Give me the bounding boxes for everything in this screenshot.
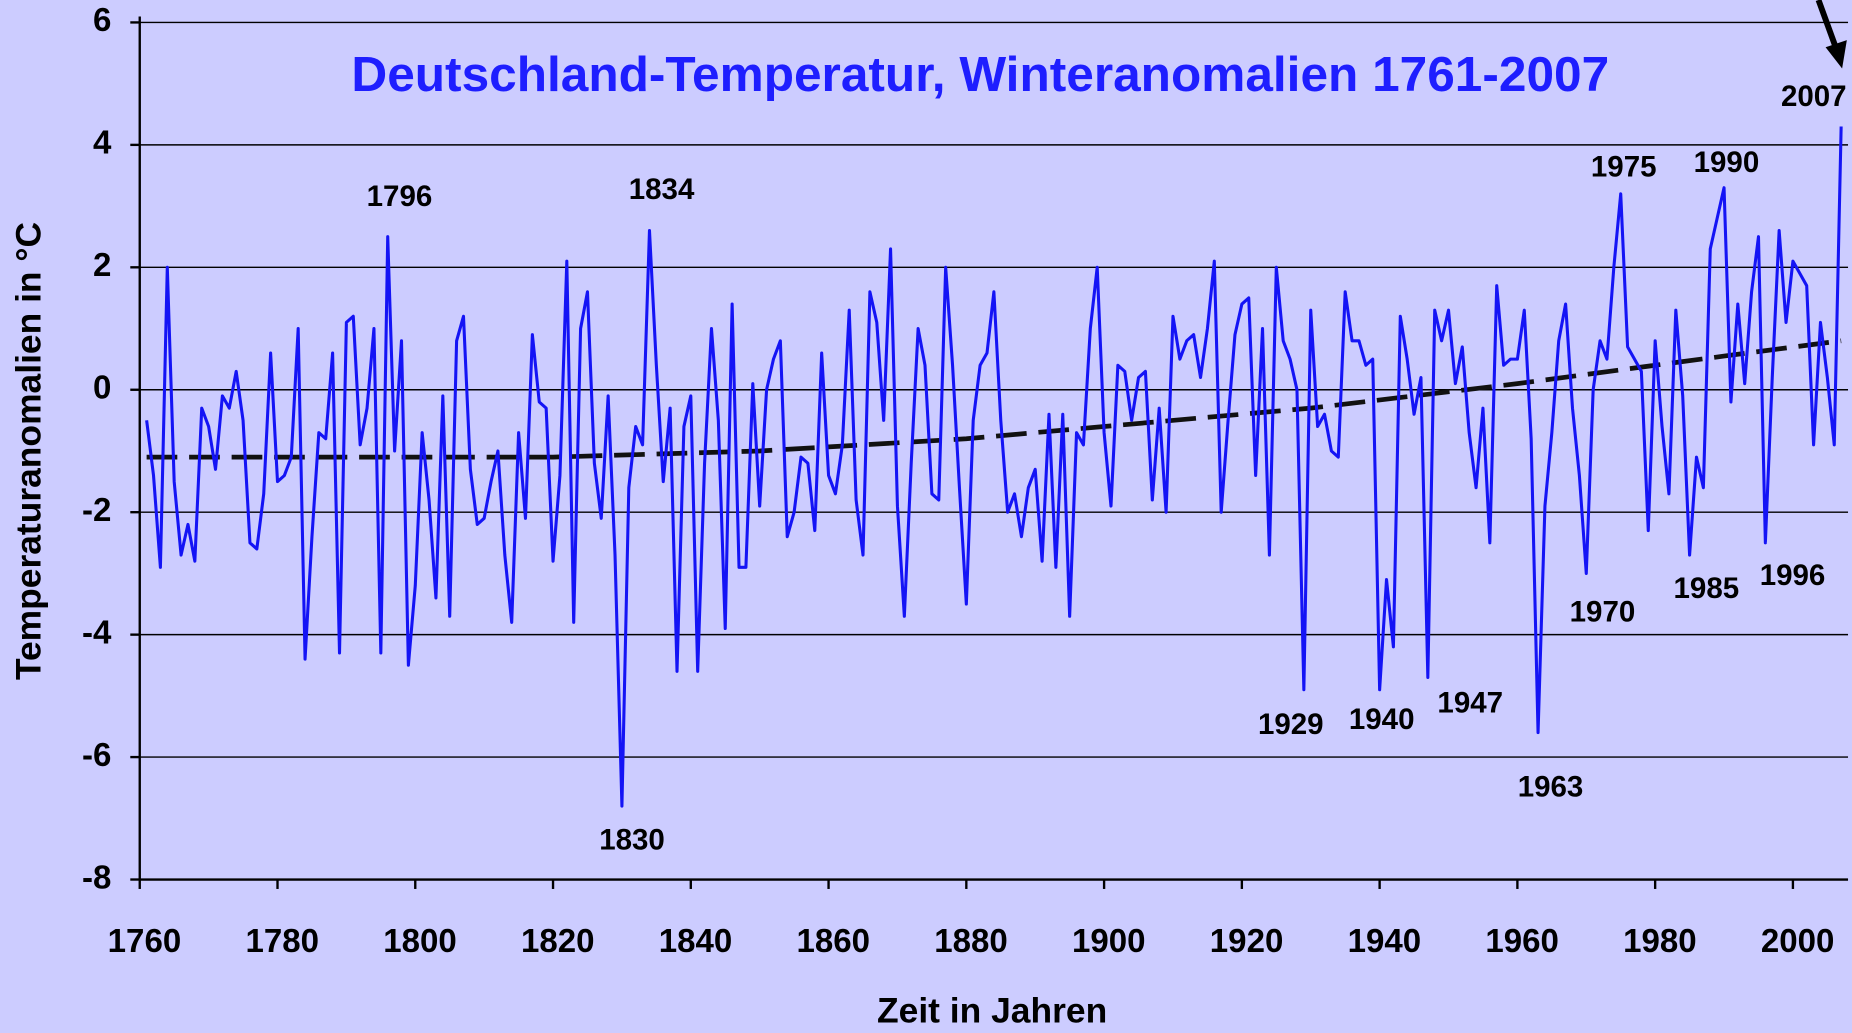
y-tick-label: -8 (82, 859, 111, 896)
x-tick-label: 2000 (1761, 923, 1835, 960)
annotation: 1963 (1518, 770, 1584, 803)
x-tick-label: 1920 (1210, 923, 1284, 960)
annotation: 1834 (629, 173, 695, 206)
y-tick-label: -2 (82, 492, 111, 529)
annotation: 1947 (1437, 687, 1503, 720)
chart-title: Deutschland-Temperatur, Winteranomalien … (351, 46, 1609, 102)
arrow (1815, 0, 1847, 69)
annotation: 1975 (1591, 151, 1657, 184)
y-tick-label: 0 (93, 369, 111, 406)
x-tick-label: 1860 (797, 923, 871, 960)
annotation: 1929 (1258, 708, 1324, 741)
annotation: 1996 (1760, 559, 1826, 592)
annotation: 2007 (1781, 80, 1847, 113)
y-tick-label: 2 (93, 247, 111, 284)
x-tick-label: 1940 (1348, 923, 1422, 960)
x-tick-label: 1980 (1623, 923, 1697, 960)
annotation: 1830 (599, 824, 665, 857)
x-tick-label: 1900 (1072, 923, 1146, 960)
x-tick-label: 1760 (108, 923, 182, 960)
x-tick-label: 1880 (934, 923, 1008, 960)
x-tick-label: 1840 (659, 923, 733, 960)
x-axis-label: Zeit in Jahren (877, 990, 1107, 1030)
x-tick-label: 1800 (383, 923, 457, 960)
annotation: 1796 (367, 180, 433, 213)
grid (139, 21, 1849, 881)
annotation: 1985 (1674, 572, 1740, 605)
y-tick-label: 6 (93, 2, 111, 39)
data-line (145, 126, 1843, 808)
y-axis-label: Temperaturanomalien in °C (8, 222, 48, 680)
x-tick-label: 1780 (245, 923, 319, 960)
y-tick-label: 4 (93, 125, 112, 162)
annotation: 1940 (1349, 703, 1415, 736)
x-tick-label: 1960 (1485, 923, 1559, 960)
x-tick-label: 1820 (521, 923, 595, 960)
annotation: 1990 (1694, 146, 1760, 179)
y-tick-label: -4 (82, 614, 112, 651)
y-tick-label: -6 (82, 737, 111, 774)
annotation: 1970 (1570, 596, 1636, 629)
